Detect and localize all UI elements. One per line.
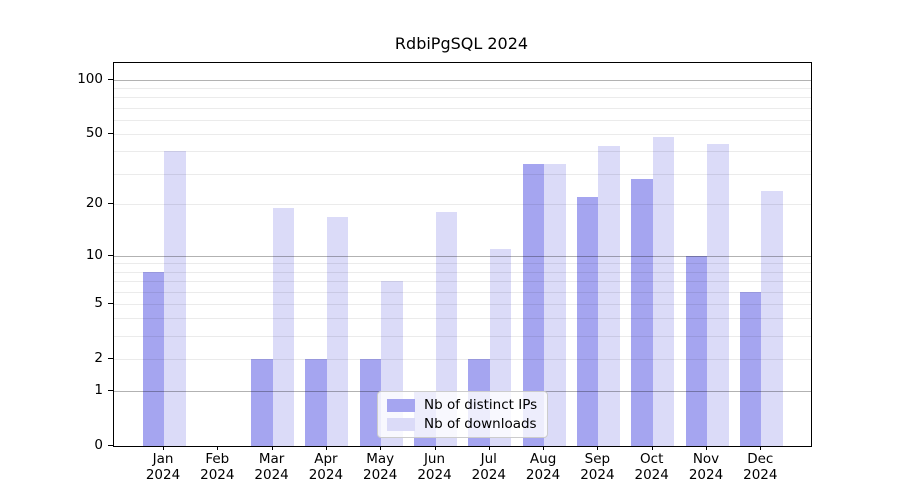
bar-ips-oct [631, 178, 653, 446]
x-tick-mark-oct [651, 446, 653, 450]
y-tick-mark-50 [108, 133, 113, 135]
x-tick-mark-jul [488, 446, 490, 450]
legend-item-distinct-ips: Nb of distinct IPs [387, 397, 537, 413]
chart-title: RdbiPgSQL 2024 [394, 34, 529, 53]
bar-ips-nov [685, 255, 707, 446]
x-tick-label-feb: Feb 2024 [200, 451, 235, 483]
bar-ips-jan [142, 271, 164, 446]
legend-swatch-distinct-ips [387, 398, 415, 412]
x-tick-mark-apr [325, 446, 327, 450]
legend-swatch-downloads [387, 417, 415, 431]
legend-label-downloads: Nb of downloads [424, 416, 537, 432]
y-tick-mark-100 [108, 78, 113, 80]
x-tick-mark-sep [597, 446, 599, 450]
y-tick-label-5: 5 [94, 294, 103, 311]
bar-ips-mar [251, 358, 273, 446]
x-tick-label-jul: Jul 2024 [471, 451, 506, 483]
bar-downloads-nov [707, 143, 729, 446]
y-tick-label-100: 100 [77, 70, 103, 87]
legend-label-distinct-ips: Nb of distinct IPs [424, 397, 538, 413]
bar-ips-may [359, 358, 382, 446]
x-tick-label-jun: Jun 2024 [417, 451, 452, 483]
x-tick-mark-feb [217, 446, 219, 450]
x-tick-label-apr: Apr 2024 [308, 451, 344, 483]
bar-ips-dec [739, 291, 762, 446]
x-tick-mark-aug [543, 446, 545, 450]
bar-downloads-dec [761, 190, 783, 446]
bar-downloads-oct [652, 137, 675, 446]
y-tick-mark-5 [108, 302, 113, 304]
y-tick-label-1: 1 [94, 382, 103, 398]
bar-downloads-jun [435, 212, 457, 446]
y-tick-mark-1 [108, 390, 113, 391]
x-tick-label-aug: Aug 2024 [525, 451, 561, 483]
bar-downloads-jan [164, 151, 186, 446]
x-tick-label-mar: Mar 2024 [254, 451, 289, 483]
y-tick-mark-2 [108, 357, 113, 359]
y-tick-label-10: 10 [85, 246, 103, 263]
x-tick-mark-may [380, 446, 382, 450]
y-tick-label-0: 0 [94, 437, 103, 453]
y-tick-mark-10 [108, 254, 113, 256]
x-tick-label-jan: Jan 2024 [145, 451, 181, 483]
x-tick-mark-dec [760, 446, 762, 450]
y-tick-mark-20 [108, 203, 113, 205]
y-tick-label-50: 50 [85, 125, 103, 142]
bar-downloads-mar [272, 208, 295, 446]
bar-ips-apr [305, 358, 327, 446]
plot-area: Nb of distinct IPs Nb of downloads [113, 62, 812, 447]
x-tick-mark-mar [271, 446, 273, 450]
x-tick-label-may: May 2024 [363, 451, 398, 483]
x-tick-label-nov: Nov 2024 [688, 451, 724, 483]
x-tick-mark-nov [706, 446, 707, 450]
x-tick-mark-jun [434, 446, 436, 450]
bar-downloads-aug [544, 163, 566, 446]
x-tick-label-sep: Sep 2024 [580, 451, 615, 483]
bar-downloads-apr [326, 216, 349, 446]
x-tick-mark-jan [163, 446, 164, 450]
legend-item-downloads: Nb of downloads [387, 416, 537, 432]
y-tick-label-20: 20 [85, 195, 103, 212]
bar-ips-aug [522, 163, 545, 446]
legend: Nb of distinct IPs Nb of downloads [377, 391, 549, 438]
x-tick-label-dec: Dec 2024 [743, 451, 778, 483]
bars-layer [114, 63, 811, 446]
x-tick-label-oct: Oct 2024 [634, 451, 669, 483]
bar-ips-sep [576, 197, 599, 446]
y-tick-mark-0 [108, 445, 113, 446]
y-tick-label-2: 2 [94, 349, 103, 366]
bar-downloads-sep [598, 145, 620, 446]
